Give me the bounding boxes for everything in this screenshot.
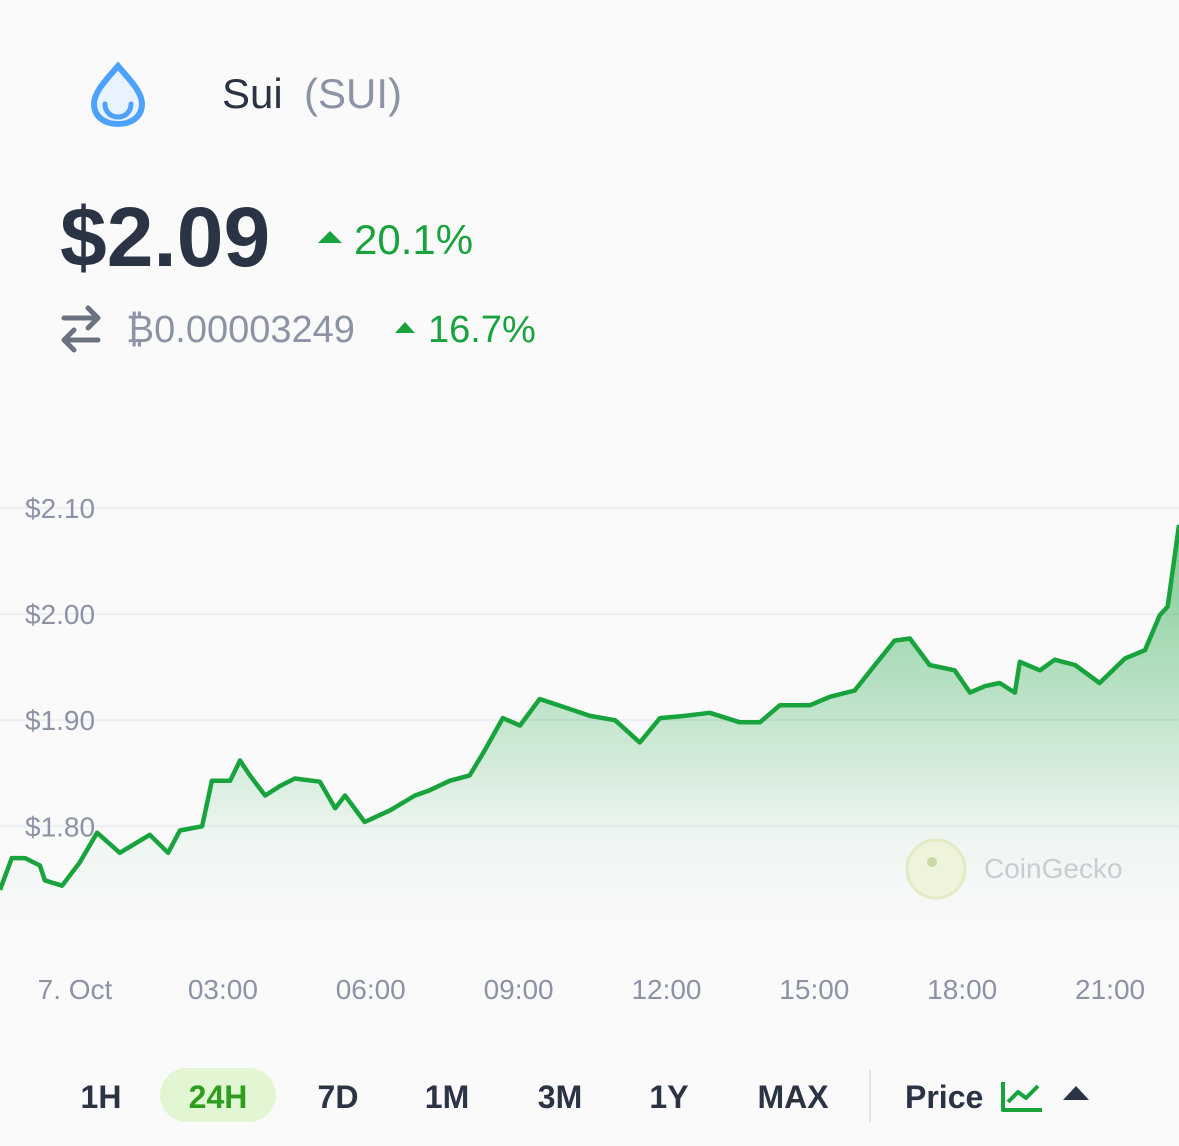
x-tick-label: 09:00: [484, 974, 554, 1005]
x-tick-label: 18:00: [927, 974, 997, 1005]
dropdown-arrow[interactable]: [1063, 1086, 1089, 1100]
range-tab[interactable]: MAX: [757, 1079, 829, 1115]
chart: $1.80 $1.90 $2.00 $2.10 7. Oct 03:00 06:00 09:0…: [0, 493, 1179, 1005]
x-tick-label: 15:00: [779, 974, 849, 1005]
range-tabs: 1H 24H 7D 1M 3M 1Y MAX: [81, 1068, 829, 1122]
x-tick-label: 12:00: [631, 974, 701, 1005]
btc-price: ₿0.00003249: [126, 309, 355, 351]
x-tick-label: 21:00: [1075, 974, 1145, 1005]
price-line: [0, 524, 1179, 891]
x-tick-label: 06:00: [336, 974, 406, 1005]
btc-change: 16.7%: [428, 309, 536, 351]
active-tab-bg: [160, 1068, 276, 1122]
swap-icon: [61, 305, 101, 353]
metric-select[interactable]: Price: [905, 1079, 983, 1115]
coin-name: Sui: [222, 70, 283, 117]
y-tick-label: $1.80: [25, 811, 95, 842]
range-tab[interactable]: 1M: [425, 1079, 469, 1115]
y-tick-label: $2.10: [25, 493, 95, 524]
x-tick-label: 03:00: [188, 974, 258, 1005]
x-tick-label: 7. Oct: [38, 974, 113, 1005]
price: $2.09: [60, 190, 270, 284]
price-area: [0, 524, 1179, 943]
watermark: CoinGecko: [984, 853, 1123, 884]
up-arrow: [395, 322, 415, 333]
range-tab[interactable]: 1H: [81, 1079, 122, 1115]
up-arrow: [318, 231, 342, 243]
coin-logo-detail: [102, 101, 134, 120]
range-tab[interactable]: 1Y: [649, 1079, 688, 1115]
watermark-logo: [905, 838, 967, 900]
chart-type-icon[interactable]: [1001, 1082, 1042, 1112]
coin-symbol: (SUI): [304, 70, 402, 117]
y-tick-label: $1.90: [25, 705, 95, 736]
range-tab[interactable]: 3M: [538, 1079, 582, 1115]
range-tab[interactable]: 7D: [318, 1079, 359, 1115]
range-tab[interactable]: 24H: [189, 1079, 248, 1115]
y-tick-label: $2.00: [25, 599, 95, 630]
watermark-logo-eye: [927, 857, 937, 867]
price-change: 20.1%: [354, 216, 473, 263]
